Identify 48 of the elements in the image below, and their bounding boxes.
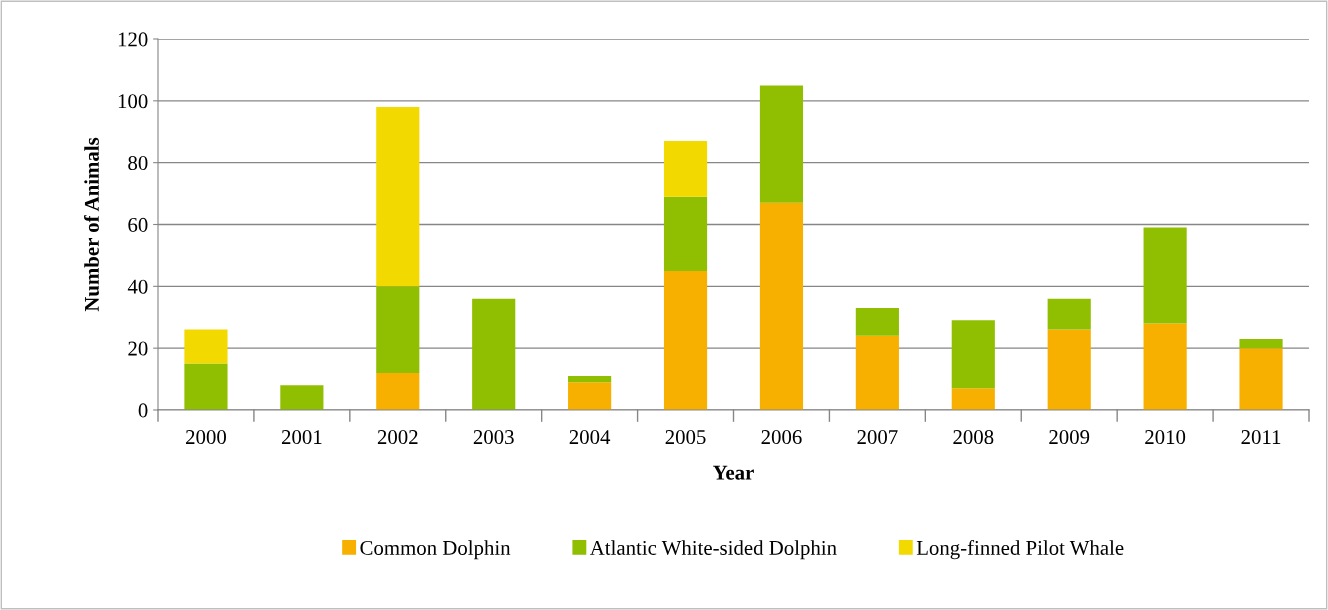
- bar: [1047, 329, 1091, 410]
- legend-label: Long-finned Pilot Whale: [916, 540, 1124, 560]
- bar: [376, 286, 420, 373]
- bar: [759, 202, 804, 410]
- y-tick-label: 20: [128, 341, 148, 356]
- x-tick-label: 2005: [665, 430, 706, 445]
- x-tick-label: 2007: [857, 430, 898, 445]
- bar: [855, 335, 899, 410]
- bar: [376, 372, 420, 410]
- y-axis-title: Number of Animals: [84, 137, 99, 312]
- bar: [1143, 227, 1187, 324]
- x-tick-label: 2008: [953, 430, 994, 445]
- legend-label: Atlantic White-sided Dolphin: [589, 540, 837, 560]
- bar: [855, 307, 899, 336]
- bar: [184, 329, 228, 364]
- bar: [951, 388, 995, 410]
- bar: [280, 385, 324, 410]
- x-tick-label: 2006: [761, 430, 802, 445]
- x-tick-label: 2009: [1049, 430, 1090, 445]
- x-tick-label: 2000: [186, 430, 226, 445]
- y-tick-label: 100: [118, 94, 148, 109]
- bar: [568, 382, 612, 410]
- legend-label: Common Dolphin: [360, 540, 511, 560]
- bar: [951, 320, 995, 389]
- y-tick-label: 40: [127, 279, 148, 294]
- x-tick-label: 2010: [1145, 430, 1186, 445]
- y-tick-label: 60: [128, 217, 148, 232]
- x-axis-title: Year: [713, 465, 754, 480]
- bar: [663, 270, 708, 410]
- bar: [663, 141, 708, 197]
- bar: [184, 363, 228, 410]
- bar: [1239, 338, 1283, 349]
- x-tick-label: 2003: [473, 430, 514, 445]
- x-tick-label: 2002: [377, 430, 418, 445]
- bar: [568, 375, 612, 383]
- bar: [376, 107, 420, 287]
- x-tick-label: 2001: [281, 430, 322, 445]
- x-tick-label: 2011: [1241, 430, 1281, 445]
- bar: [663, 196, 708, 271]
- bar: [1239, 348, 1283, 410]
- y-tick-label: 80: [128, 156, 148, 171]
- y-tick-label: 120: [118, 32, 148, 47]
- bar: [472, 298, 516, 410]
- y-tick-label: 0: [138, 403, 148, 418]
- bar: [1047, 298, 1091, 330]
- bar: [1143, 323, 1187, 410]
- x-tick-label: 2004: [569, 430, 611, 445]
- bar: [759, 85, 804, 203]
